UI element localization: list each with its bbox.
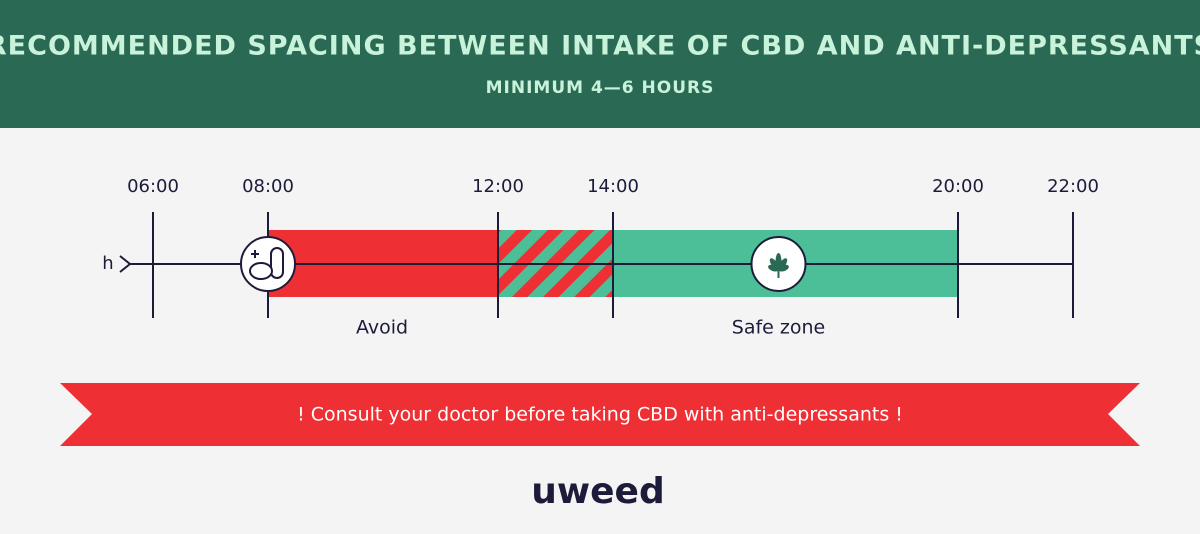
pill-icon [249,262,273,280]
tick-label: 22:00 [1047,176,1099,197]
logo: uweed [531,471,665,512]
tick-label: 06:00 [127,176,179,197]
axis-label: h [102,253,113,274]
cannabis-icon [778,264,789,272]
banner-text: ! Consult your doctor before taking CBD … [297,404,903,426]
subtitle: MINIMUM 4—6 HOURS [486,78,715,98]
zone-label: Avoid [356,317,408,339]
banner [40,383,1160,446]
axis-arrow [119,255,132,273]
pill-icon [251,250,259,258]
pill-icon [270,247,284,279]
tick-label: 12:00 [472,176,524,197]
tick-label: 20:00 [932,176,984,197]
title: RECOMMENDED SPACING BETWEEN INTAKE OF CB… [0,31,1200,62]
banner-chevron [1108,383,1160,446]
banner-chevron [40,383,92,446]
tick-label: 14:00 [587,176,639,197]
tick-label: 08:00 [242,176,294,197]
zone-label: Safe zone [732,317,825,339]
header-band [0,0,1200,128]
timeline: h 06:00 08:00 12:00 14:00 20:00 22:00 Avoid Safe… [102,176,1099,339]
